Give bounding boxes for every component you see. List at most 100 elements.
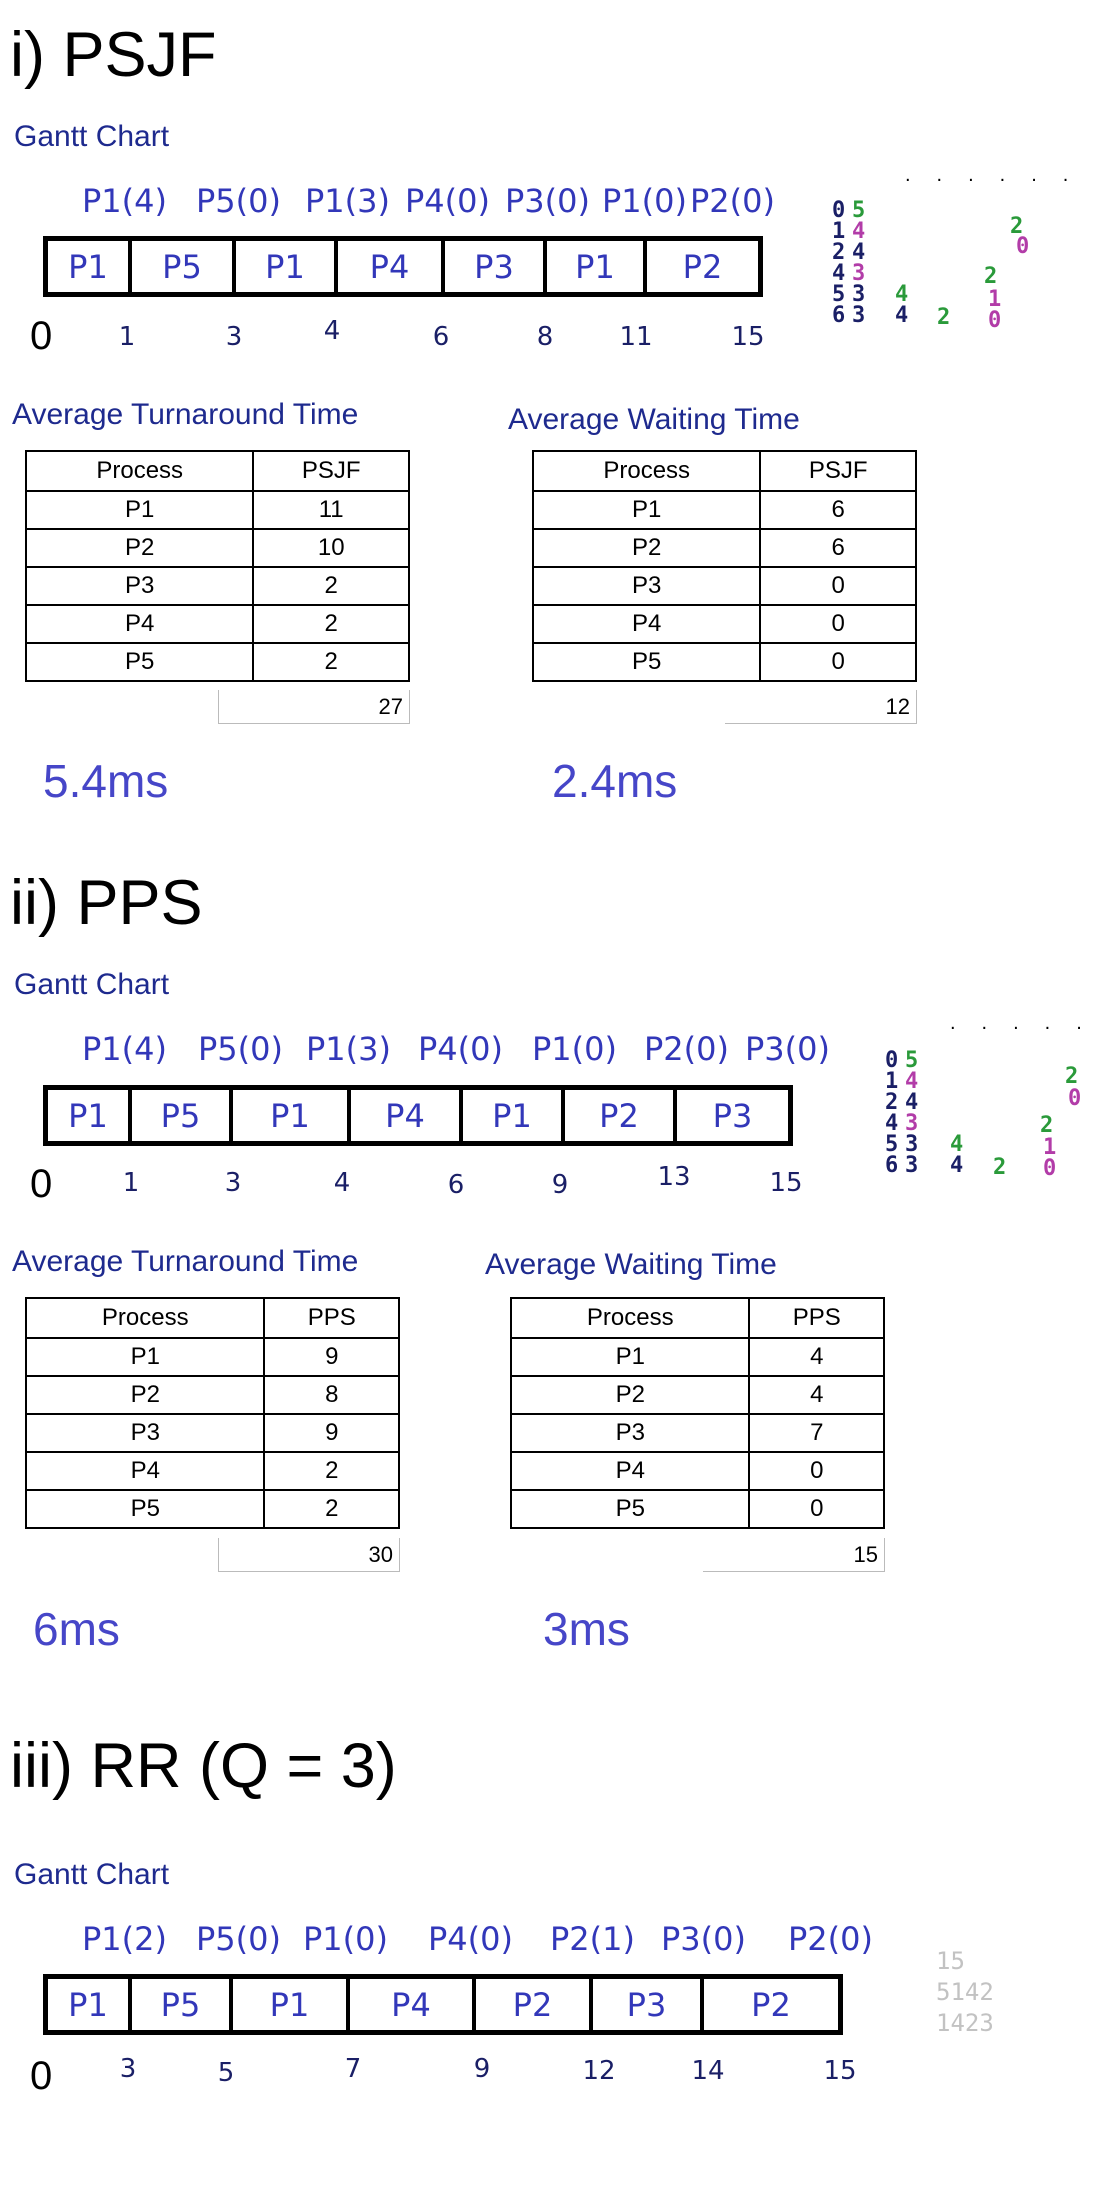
rr-annotation: P2(1) (550, 1920, 635, 1958)
psjf-annotation: P2(0) (690, 182, 775, 220)
gantt-block: P1 (233, 1090, 351, 1141)
scratch-note: 1 (988, 287, 1002, 312)
scratch-note: 1 (1043, 1135, 1057, 1160)
psjf-time-tick: 1 (118, 322, 136, 352)
pps-annotation: P1(4) (82, 1030, 167, 1068)
psjf-annotation: P1(0) (602, 182, 687, 220)
psjf-waiting-total: 12 (725, 690, 917, 724)
scratch-col-a: 0 1 2 4 5 6 (885, 1048, 899, 1178)
table-row: P1 4 (509, 1337, 885, 1377)
table-row: P1 6 (531, 490, 917, 530)
column-header: Process (24, 450, 255, 492)
column-header: Process (509, 1297, 751, 1339)
pps-time-tick: 4 (333, 1168, 351, 1198)
scratch-col-a: 0 1 2 4 5 6 (832, 198, 846, 328)
table-row: P4 0 (531, 604, 917, 644)
gantt-block: P2 (751, 1985, 791, 2024)
gantt-block: P5 (132, 241, 236, 292)
rr-time-tick: 12 (582, 2056, 616, 2086)
column-header: Process (531, 450, 762, 492)
pps-annotation: P3(0) (745, 1030, 830, 1068)
rr-scratch-notes: 15 5142 1423 (936, 1946, 994, 2039)
table-row: P2 10 (24, 528, 410, 568)
pps-gantt-chart: P1 P5 P1 P4 P1 P2 P3 (43, 1085, 793, 1146)
psjf-turnaround-table: Process PSJF P1 11 P2 10 P3 2 P4 2 P5 2 (24, 450, 410, 682)
gantt-block: P1 (236, 241, 338, 292)
scratch-col-d: 2 (937, 305, 951, 330)
pps-time-zero: 0 (30, 1162, 53, 1206)
pps-time-tick: 15 (769, 1168, 803, 1198)
rr-section-title: iii) RR (Q = 3) (10, 1731, 397, 1801)
scratch-line: 1423 (936, 2009, 994, 2037)
scratch-dots: ...... (905, 164, 1095, 186)
rr-annotation: P3(0) (661, 1920, 746, 1958)
table-row: P2 8 (24, 1375, 400, 1415)
gantt-block: P3 (712, 1096, 753, 1135)
pps-time-tick: 6 (447, 1170, 465, 1200)
pps-turnaround-heading: Average Turnaround Time (12, 1245, 359, 1278)
pps-annotation: P1(3) (306, 1030, 391, 1068)
scratch-col-c: 4 4 (950, 1132, 964, 1178)
psjf-annotation: P1(4) (82, 182, 167, 220)
table-row: P5 0 (509, 1489, 885, 1529)
pps-section-title: ii) PPS (10, 868, 203, 938)
column-header: PSJF (759, 450, 917, 492)
pps-gantt-label: Gantt Chart (14, 968, 170, 1001)
table-row: P5 2 (24, 642, 410, 682)
rr-time-tick: 15 (823, 2056, 857, 2086)
pps-turnaround-total: 30 (218, 1538, 400, 1572)
rr-time-tick: 14 (691, 2056, 725, 2086)
table-row: P3 7 (509, 1413, 885, 1453)
psjf-turnaround-total: 27 (218, 690, 410, 724)
psjf-annotation: P4(0) (405, 182, 490, 220)
pps-annotation: P2(0) (644, 1030, 729, 1068)
table-row: P1 9 (24, 1337, 400, 1377)
gantt-block: P4 (351, 1090, 463, 1141)
pps-time-tick: 13 (657, 1162, 691, 1192)
psjf-time-tick: 15 (731, 322, 765, 352)
psjf-waiting-heading: Average Waiting Time (508, 403, 800, 436)
table-row: P3 0 (531, 566, 917, 606)
scratch-line: 5142 (936, 1978, 994, 2006)
scratch-col-d: 2 (993, 1155, 1007, 1180)
psjf-time-tick: 4 (323, 316, 341, 346)
table-row: P1 11 (24, 490, 410, 530)
psjf-annotation: P5(0) (196, 182, 281, 220)
gantt-block: P1 (48, 1979, 132, 2030)
pps-avg-waiting: 3ms (543, 1603, 630, 1655)
rr-time-tick: 3 (119, 2054, 137, 2084)
gantt-block: P3 (445, 241, 547, 292)
table-row: P4 0 (509, 1451, 885, 1491)
psjf-avg-waiting: 2.4ms (552, 755, 678, 807)
rr-annotation: P1(2) (82, 1920, 167, 1958)
gantt-block: P5 (132, 1090, 233, 1141)
psjf-time-zero: 0 (30, 314, 53, 358)
table-row: P2 6 (531, 528, 917, 568)
gantt-block: P2 (565, 1090, 677, 1141)
scratch-dots: ..... (950, 1012, 1096, 1034)
gantt-block: P1 (48, 241, 132, 292)
rr-annotation: P4(0) (428, 1920, 513, 1958)
pps-annotation: P4(0) (418, 1030, 503, 1068)
column-header: PPS (748, 1297, 885, 1339)
table-row: P5 2 (24, 1489, 400, 1529)
table-row: P2 4 (509, 1375, 885, 1415)
rr-time-tick: 9 (473, 2054, 491, 2084)
psjf-waiting-table: Process PSJF P1 6 P2 6 P3 0 P4 0 P5 0 (531, 450, 917, 682)
psjf-time-tick: 3 (225, 322, 243, 352)
gantt-block: P2 (682, 247, 723, 286)
gantt-block: P1 (233, 1979, 350, 2030)
gantt-block: P1 (547, 241, 647, 292)
gantt-block: P4 (338, 241, 445, 292)
psjf-avg-turnaround: 5.4ms (43, 755, 169, 807)
gantt-block: P3 (593, 1979, 704, 2030)
rr-time-tick: 7 (344, 2054, 362, 2084)
pps-time-tick: 9 (551, 1170, 569, 1200)
table-row: P4 2 (24, 604, 410, 644)
scratch-note: 2 (1040, 1113, 1054, 1138)
scratch-note: 0 (1016, 234, 1030, 259)
table-row: P5 0 (531, 642, 917, 682)
psjf-time-tick: 11 (619, 322, 653, 352)
table-row: P3 9 (24, 1413, 400, 1453)
gantt-block: P2 (476, 1979, 593, 2030)
